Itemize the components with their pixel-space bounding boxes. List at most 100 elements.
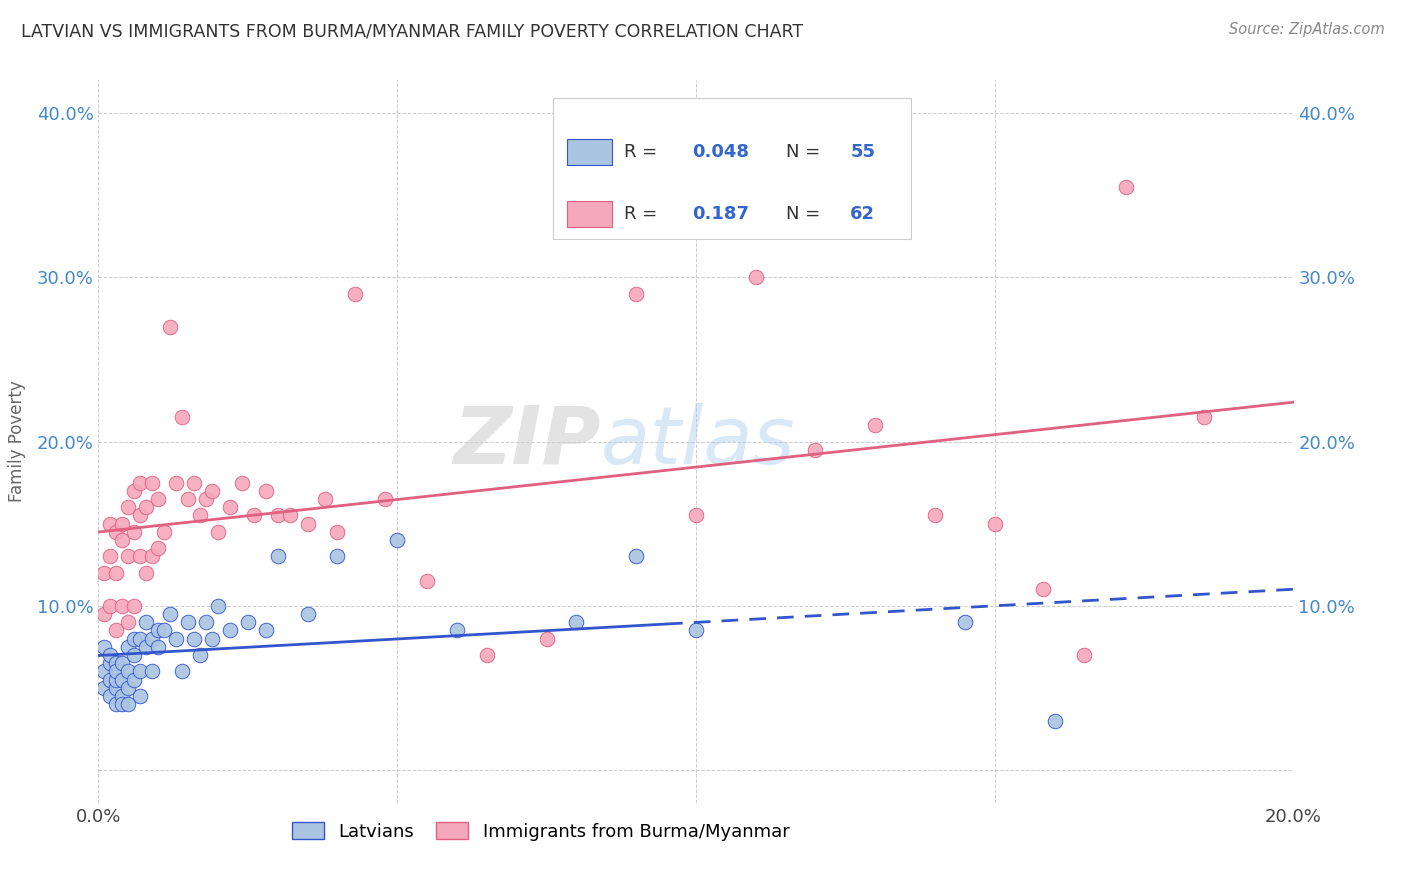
Point [655,188,678,202]
Point [326,549,349,564]
Point [117,698,139,712]
Legend: Latvians, Immigrants from Burma/Myanmar: Latvians, Immigrants from Burma/Myanmar [284,814,797,848]
Point [1073,648,1095,662]
Text: ZIP: ZIP [453,402,600,481]
Point [254,624,277,638]
Point [148,541,170,556]
Point [135,500,157,515]
Point [111,516,134,531]
Point [117,615,139,630]
Point [201,632,224,646]
Point [105,665,128,679]
Point [117,640,139,654]
Point [297,516,319,531]
Point [105,624,128,638]
Point [1032,582,1054,597]
Point [536,632,558,646]
Point [165,632,187,646]
Point [685,624,707,638]
Point [105,698,128,712]
Point [1115,180,1137,194]
Point [865,418,887,433]
Point [98,549,122,564]
Point [188,648,211,662]
Point [207,524,229,539]
Point [183,475,205,490]
Point [177,491,200,506]
Point [98,648,122,662]
Point [105,524,128,539]
Point [98,516,122,531]
Point [374,491,396,506]
Point [117,665,139,679]
Point [177,615,200,630]
Point [231,475,253,490]
Y-axis label: Family Poverty: Family Poverty [7,381,25,502]
Point [93,640,115,654]
Point [172,409,194,424]
Point [148,640,170,654]
Point [1043,714,1066,728]
Point [219,624,242,638]
Text: LATVIAN VS IMMIGRANTS FROM BURMA/MYANMAR FAMILY POVERTY CORRELATION CHART: LATVIAN VS IMMIGRANTS FROM BURMA/MYANMAR… [21,22,803,40]
Point [111,673,134,687]
Point [124,599,146,613]
Point [984,516,1007,531]
Point [159,607,181,621]
Point [141,549,163,564]
Point [446,624,468,638]
Point [129,508,152,523]
Point [129,475,152,490]
Point [111,698,134,712]
Point [953,615,976,630]
Point [219,500,242,515]
Point [153,624,176,638]
Point [105,566,128,580]
Point [148,624,170,638]
Point [243,508,266,523]
Point [129,632,152,646]
Point [195,491,218,506]
Point [135,640,157,654]
Point [745,270,768,285]
Point [111,657,134,671]
Point [565,615,588,630]
Point [1192,409,1215,424]
Point [236,615,259,630]
Point [475,648,498,662]
Point [117,549,139,564]
Point [98,689,122,703]
Point [165,475,187,490]
Point [129,689,152,703]
Point [344,286,367,301]
Point [117,500,139,515]
Text: atlas: atlas [600,402,796,481]
Point [124,524,146,539]
Point [93,665,115,679]
Point [93,607,115,621]
Point [105,681,128,695]
Point [141,665,163,679]
Point [278,508,301,523]
Point [385,533,409,547]
Point [141,475,163,490]
Point [188,508,211,523]
Point [98,673,122,687]
Point [315,491,337,506]
Point [207,599,229,613]
Point [124,648,146,662]
Point [117,681,139,695]
Point [201,483,224,498]
Point [172,665,194,679]
Point [326,524,349,539]
Point [111,689,134,703]
Point [93,681,115,695]
Point [98,599,122,613]
Point [129,549,152,564]
Point [267,549,290,564]
Point [129,665,152,679]
Point [626,286,648,301]
Point [111,599,134,613]
Point [141,632,163,646]
Point [924,508,946,523]
